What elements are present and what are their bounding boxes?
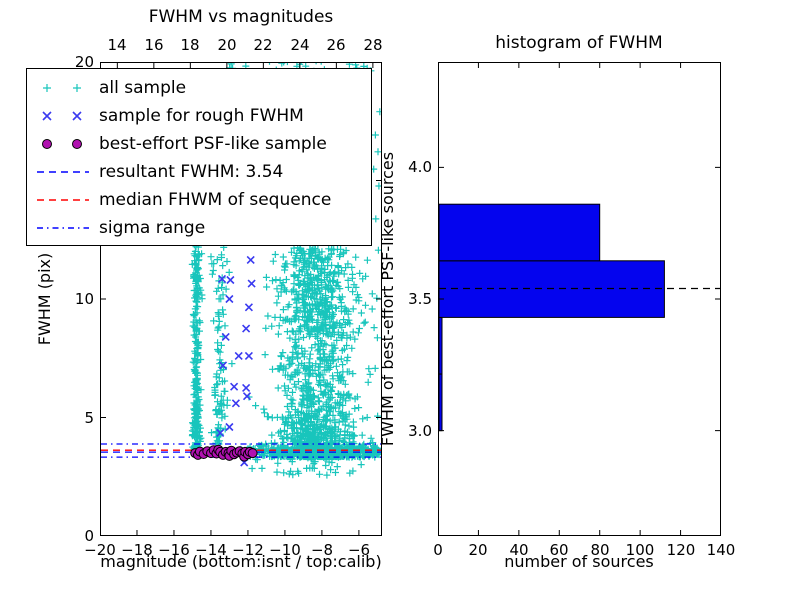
histogram-bar bbox=[438, 373, 443, 432]
y-tick-label: 10 bbox=[74, 290, 94, 308]
legend-entry: resultant FWHM: 3.54 bbox=[31, 158, 371, 186]
legend-box: all sample sample for rough FWHM best-effo… bbox=[26, 68, 372, 246]
right-xaxis-label: number of sources bbox=[504, 552, 654, 571]
hist-x-tick-label: 100 bbox=[625, 541, 655, 559]
scatter-canvas bbox=[100, 62, 382, 536]
scatter-plot-area bbox=[100, 62, 382, 536]
tick-marks-left bbox=[439, 166, 444, 432]
hist-y-tick-label: 3.5 bbox=[408, 290, 432, 308]
histogram-axes-frame bbox=[438, 62, 721, 536]
top-x-tick-label: 22 bbox=[253, 36, 273, 54]
left-xaxis-label: magnitude (bottom:isnt / top:calib) bbox=[100, 552, 382, 571]
legend-marker-sample-icon bbox=[31, 106, 93, 126]
legend-line-sigma-icon bbox=[31, 218, 93, 238]
left-plot-title: FWHM vs magnitudes bbox=[148, 7, 334, 27]
hist-x-tick-label: 140 bbox=[706, 541, 736, 559]
tick-marks-bottom bbox=[100, 530, 360, 535]
legend-label: sample for rough FWHM bbox=[99, 106, 304, 126]
x-tick-label: −20 bbox=[84, 541, 116, 559]
tick-marks-left bbox=[101, 62, 106, 536]
hist-x-tick-label: 20 bbox=[468, 541, 488, 559]
top-x-tick-label: 14 bbox=[107, 36, 127, 54]
legend-entry: median FHWM of sequence bbox=[31, 186, 371, 214]
hist-y-tick-label: 3.0 bbox=[408, 422, 432, 440]
y-tick-label: 20 bbox=[74, 53, 94, 71]
top-x-tick-label: 16 bbox=[144, 36, 164, 54]
top-x-tick-label: 26 bbox=[326, 36, 346, 54]
tick-marks-right bbox=[376, 62, 381, 536]
y-tick-label: 5 bbox=[84, 409, 94, 427]
top-x-tick-label: 20 bbox=[217, 36, 237, 54]
x-tick-label: −16 bbox=[158, 541, 190, 559]
hist-x-tick-label: 40 bbox=[509, 541, 529, 559]
hist-y-tick-label: 4.0 bbox=[408, 158, 432, 176]
x-tick-label: −18 bbox=[121, 541, 153, 559]
tick-marks-top bbox=[116, 63, 374, 68]
histogram-bars bbox=[438, 203, 665, 432]
legend-entry: all sample bbox=[31, 74, 371, 102]
tick-marks-top bbox=[438, 63, 721, 68]
histogram-bar bbox=[438, 316, 443, 375]
legend-label: median FHWM of sequence bbox=[99, 190, 332, 210]
top-x-tick-label: 24 bbox=[290, 36, 310, 54]
top-x-tick-label: 28 bbox=[363, 36, 383, 54]
legend-line-median-icon bbox=[31, 190, 93, 210]
hist-x-tick-label: 60 bbox=[549, 541, 569, 559]
rough-fwhm-sample-points bbox=[216, 255, 256, 467]
tick-marks-bottom bbox=[438, 530, 721, 535]
legend-entry: best-effort PSF-like sample bbox=[31, 130, 371, 158]
x-tick-label: −10 bbox=[269, 541, 301, 559]
x-tick-label: −14 bbox=[195, 541, 227, 559]
x-tick-label: −8 bbox=[310, 541, 334, 559]
legend-entry: sigma range bbox=[31, 214, 371, 242]
legend-label: best-effort PSF-like sample bbox=[99, 134, 327, 154]
legend-marker-all-icon bbox=[31, 78, 93, 98]
histogram-plot-area bbox=[438, 62, 721, 536]
right-plot-title: histogram of FWHM bbox=[495, 33, 663, 53]
y-tick-label: 0 bbox=[84, 527, 94, 545]
legend-marker-best-effort-icon bbox=[31, 134, 93, 154]
legend-line-resultant-icon bbox=[31, 162, 93, 182]
top-x-tick-label: 18 bbox=[180, 36, 200, 54]
legend-label: sigma range bbox=[99, 218, 206, 238]
scatter-axes-frame bbox=[100, 62, 382, 536]
psf-like-sample-points bbox=[190, 444, 258, 462]
legend-label: resultant FWHM: 3.54 bbox=[99, 162, 284, 182]
histogram-canvas bbox=[438, 62, 721, 536]
legend-label: all sample bbox=[99, 78, 187, 98]
legend-entry: sample for rough FWHM bbox=[31, 102, 371, 130]
histogram-bar bbox=[438, 203, 601, 262]
hist-x-tick-label: 80 bbox=[590, 541, 610, 559]
x-tick-label: −6 bbox=[347, 541, 371, 559]
x-tick-label: −12 bbox=[232, 541, 264, 559]
tick-marks-right bbox=[715, 166, 720, 432]
hist-x-tick-label: 120 bbox=[666, 541, 696, 559]
hist-x-tick-label: 0 bbox=[433, 541, 443, 559]
